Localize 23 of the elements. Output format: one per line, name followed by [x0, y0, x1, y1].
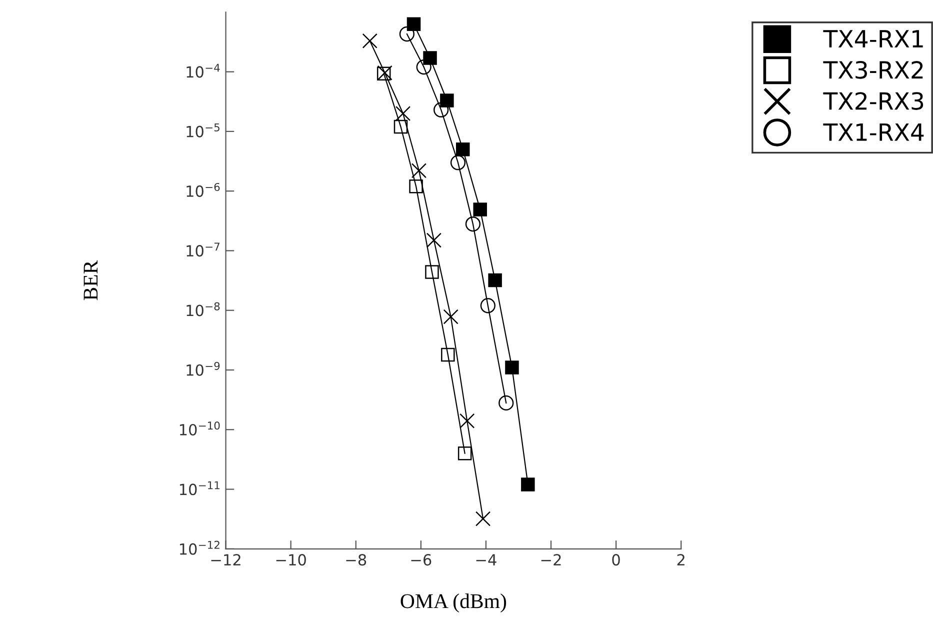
- legend-label: TX2-RX3: [823, 92, 924, 110]
- y-tick-label: 10$^{−12}$: [180, 540, 220, 555]
- y-tick-label: 10$^{−9}$: [186, 362, 220, 376]
- x-tick-label: −4: [476, 554, 496, 566]
- x-tick-label: −10: [276, 554, 306, 566]
- y-tick-label: 10$^{−6}$: [186, 182, 220, 197]
- y-tick-label: 10$^{−11}$: [180, 481, 220, 496]
- x-tick-label: −2: [541, 554, 561, 566]
- legend-label: TX4-RX1: [823, 30, 923, 48]
- x-axis-title: OMA (dBm): [400, 594, 506, 612]
- y-tick-label: 10$^{−7}$: [186, 242, 220, 257]
- y-axis-title: BER: [84, 260, 98, 300]
- x-tick-label: 2: [677, 554, 684, 566]
- y-tick-label: 10$^{−8}$: [186, 302, 220, 316]
- x-tick-label: −12: [211, 554, 240, 566]
- legend-label: TX3-RX2: [823, 60, 923, 79]
- legend-label: TX1-RX4: [823, 124, 924, 141]
- x-tick-label: 0: [612, 554, 620, 566]
- x-tick-label: −8: [346, 554, 366, 566]
- x-tick-label: −6: [411, 554, 432, 566]
- y-tick-label: 10$^{−4}$: [186, 64, 220, 78]
- y-tick-label: 10$^{−5}$: [186, 123, 220, 138]
- y-tick-label: 10$^{−10}$: [180, 422, 220, 436]
